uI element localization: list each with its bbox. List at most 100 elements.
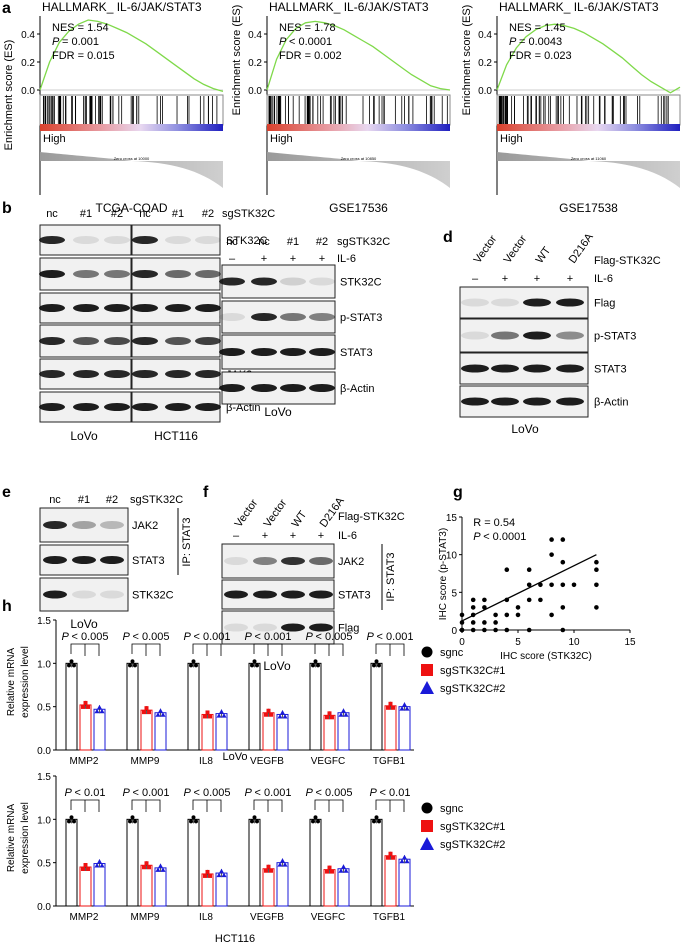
p-value: < 0.005 bbox=[132, 631, 169, 643]
blot-band bbox=[224, 557, 248, 565]
gsea-ranked-metric bbox=[497, 152, 680, 188]
replicate-dot bbox=[377, 819, 381, 824]
gsea-nes: NES = 1.45 bbox=[509, 22, 566, 34]
bar-category-label: TGFB1 bbox=[373, 912, 406, 923]
replicate-dot bbox=[86, 867, 90, 871]
lane-label: WT bbox=[290, 509, 310, 530]
il6-label: IL-6 bbox=[338, 530, 357, 542]
lane-label: WT bbox=[534, 245, 554, 266]
blot-band bbox=[195, 236, 221, 244]
il6-sign: – bbox=[472, 273, 479, 285]
replicate-dot bbox=[160, 867, 166, 872]
bar-category-label: MMP2 bbox=[70, 912, 99, 923]
replicate-dot bbox=[160, 712, 166, 717]
gsea-es-curve bbox=[39, 19, 224, 93]
panel-letter-b: b bbox=[2, 200, 12, 217]
blot-band bbox=[253, 590, 277, 599]
blot-band bbox=[461, 364, 489, 373]
bar bbox=[370, 818, 383, 907]
replicate-dot bbox=[203, 873, 207, 878]
blot-band bbox=[491, 331, 519, 340]
bar bbox=[248, 818, 261, 907]
replicate-dot bbox=[203, 714, 207, 719]
scatter-point bbox=[549, 537, 554, 542]
bar bbox=[309, 662, 322, 751]
replicate-dot bbox=[86, 704, 90, 709]
scatter-point bbox=[493, 612, 498, 618]
replicate-dot bbox=[128, 819, 132, 824]
legend-label: sgSTK32C#2 bbox=[440, 839, 505, 851]
replicate-dot bbox=[280, 709, 285, 715]
regression-line bbox=[461, 554, 597, 622]
p-value: < 0.0001 bbox=[289, 36, 332, 48]
gsea-hit-box bbox=[266, 94, 451, 126]
replicate-dot bbox=[67, 819, 71, 824]
replicate-dot bbox=[325, 715, 329, 720]
flag-label: Flag-STK32C bbox=[338, 511, 405, 523]
replicate-dot bbox=[316, 663, 320, 668]
blot-band bbox=[556, 364, 584, 373]
replicate-dot bbox=[155, 712, 161, 717]
blot-band bbox=[461, 298, 489, 307]
blot-band bbox=[195, 270, 221, 278]
blot-band bbox=[104, 304, 130, 312]
scatter-xtick-label: 10 bbox=[568, 637, 580, 648]
bar bbox=[79, 704, 92, 751]
p-letter: P bbox=[183, 787, 193, 799]
blot-band bbox=[43, 521, 67, 529]
blot-band bbox=[309, 384, 335, 392]
blot-band bbox=[251, 313, 277, 321]
bar bbox=[201, 873, 214, 907]
blot-band bbox=[100, 556, 124, 564]
il6-sign: – bbox=[229, 253, 236, 265]
p-value: < 0.01 bbox=[380, 787, 411, 799]
replicate-dot bbox=[269, 868, 273, 873]
ip-label: IP: STAT3 bbox=[181, 517, 193, 566]
scatter-point bbox=[560, 559, 566, 565]
scatter-ytick-label: 5 bbox=[451, 588, 457, 599]
bar-category-label: IL8 bbox=[199, 912, 213, 923]
blot-band bbox=[523, 397, 551, 406]
gsea-rank-bar bbox=[497, 124, 680, 131]
scatter-point bbox=[538, 597, 543, 603]
bar-category-label: VEGFB bbox=[250, 756, 284, 767]
replicate-dot bbox=[330, 869, 334, 874]
blot-band bbox=[219, 384, 245, 392]
bar bbox=[154, 712, 167, 751]
gsea-title: HALLMARK_ IL-6/JAK/STAT3 bbox=[42, 0, 202, 14]
protein-label: STK32C bbox=[226, 235, 268, 247]
bar bbox=[201, 713, 214, 751]
bar-cell-line: LoVo bbox=[222, 751, 247, 763]
blot-band bbox=[104, 403, 130, 411]
blot-band bbox=[556, 298, 584, 307]
bar bbox=[337, 712, 350, 751]
gsea-ytick-label: 0.2 bbox=[21, 58, 35, 69]
replicate-dot bbox=[266, 864, 271, 869]
blot-band bbox=[224, 590, 248, 599]
cell-line-label: LoVo bbox=[264, 405, 292, 419]
scatter-ytick-label: 10 bbox=[446, 551, 458, 562]
scatter-point bbox=[470, 627, 476, 633]
cell-line-label: LoVo bbox=[70, 429, 98, 443]
blot-band bbox=[39, 370, 65, 378]
replicate-dot bbox=[191, 659, 196, 664]
panel-letter-f: f bbox=[203, 484, 209, 501]
p-value: < 0.01 bbox=[75, 787, 106, 799]
protein-label: STAT3 bbox=[340, 347, 373, 359]
bar-cell-line: HCT116 bbox=[215, 933, 255, 945]
protein-label: JAK2 bbox=[338, 556, 364, 568]
p-letter: P bbox=[61, 631, 71, 643]
replicate-dot bbox=[158, 863, 163, 868]
bar-ytick-label: 1.5 bbox=[37, 772, 51, 783]
p-letter: P bbox=[370, 787, 380, 799]
gsea-rank-bar bbox=[267, 124, 450, 131]
scatter-point bbox=[470, 620, 476, 625]
il6-sign: + bbox=[290, 253, 296, 265]
scatter-point bbox=[560, 605, 566, 610]
gsea-zero-cross: Zero cross at 10850 bbox=[341, 156, 377, 161]
blot-band bbox=[491, 298, 519, 307]
replicate-dot bbox=[327, 711, 332, 716]
gsea-fdr: FDR = 0.023 bbox=[509, 50, 572, 62]
p-letter: P bbox=[305, 787, 315, 799]
bar bbox=[370, 662, 383, 751]
